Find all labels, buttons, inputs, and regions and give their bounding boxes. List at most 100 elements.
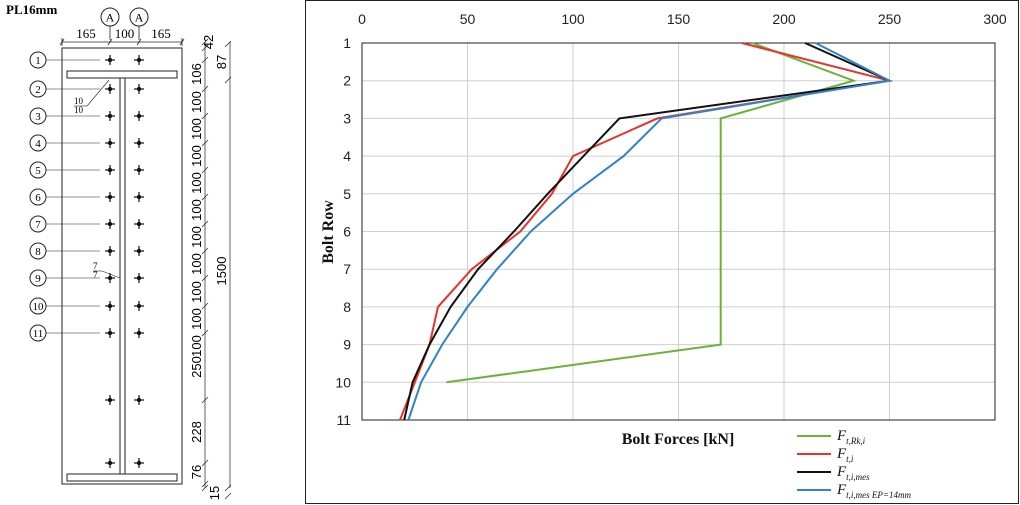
dim-tick xyxy=(201,85,209,93)
weld-note-web-top: 7 xyxy=(93,261,98,271)
bolt-row-label: 1 xyxy=(35,55,41,67)
dim-tick xyxy=(201,459,209,467)
bolt-row-tag: 5 xyxy=(29,161,100,179)
legend-item: Ft,Rk,i xyxy=(797,428,866,446)
x-tick-label: 200 xyxy=(772,11,796,27)
y-tick-label: 2 xyxy=(343,73,351,89)
bolt-left xyxy=(105,138,115,148)
bolt-right xyxy=(134,301,144,311)
dim-overall: 1500 xyxy=(214,257,229,286)
dim-vertical-label: 100 xyxy=(189,281,204,303)
dim-vertical-label: 76 xyxy=(189,465,204,479)
series-line-3 xyxy=(403,42,894,421)
dim-vertical-label: 100 xyxy=(189,118,204,140)
series-line-1 xyxy=(446,42,857,384)
y-tick-label: 11 xyxy=(336,412,351,428)
x-tick-label: 50 xyxy=(460,11,476,27)
bolt-right xyxy=(134,111,144,121)
legend-item: Ft,i xyxy=(797,446,854,464)
dim-vertical-label: 100 xyxy=(189,308,204,330)
bolt-right xyxy=(134,138,144,148)
y-tick-label: 3 xyxy=(343,110,351,126)
connection-drawing: PL16mm A A 165 100 165 10 10 7 xyxy=(6,2,232,500)
bolt-right xyxy=(134,328,144,338)
weld-note-flange-bottom: 10 xyxy=(74,105,84,115)
dim-vertical-label: 100 xyxy=(189,335,204,357)
bolt-row-tag: 7 xyxy=(29,215,100,233)
dim-tick xyxy=(201,220,209,228)
legend-item: Ft,i,mes xyxy=(797,464,870,482)
dim-vertical-label: 100 xyxy=(189,253,204,275)
x-tick-labels: 0 50 100 150 200 250 300 xyxy=(358,11,1007,27)
bolt-right xyxy=(134,84,144,94)
dim-tick xyxy=(224,492,232,500)
dim-tick xyxy=(201,484,209,492)
x-tick-label: 250 xyxy=(878,11,902,27)
dim-tick xyxy=(201,38,209,46)
y-tick-label: 4 xyxy=(343,148,351,164)
bolt-row-tag: 11 xyxy=(29,324,100,342)
bolt-row-tag: 8 xyxy=(29,242,100,260)
dim-tick xyxy=(224,76,232,84)
legend-label: Ft,Rk,i xyxy=(836,428,866,446)
dim-vertical-label: 87 xyxy=(214,55,229,69)
legend-label: Ft,i xyxy=(836,446,854,464)
x-tick-label: 300 xyxy=(983,11,1007,27)
dim-tick xyxy=(224,40,232,48)
weld-note-web-bottom: 7 xyxy=(93,270,98,280)
bolt-row-tag: 1 xyxy=(29,51,100,69)
x-tick-label: 150 xyxy=(667,11,691,27)
dim-tick xyxy=(201,44,209,52)
y-axis-label: Bolt Row xyxy=(320,200,337,264)
y-tick-label: 5 xyxy=(343,186,351,202)
end-plate xyxy=(61,47,183,485)
bolt-left xyxy=(105,301,115,311)
weld-note-flange-top: 10 xyxy=(74,96,84,106)
y-tick-label: 7 xyxy=(343,261,351,277)
bolt-left xyxy=(105,84,115,94)
bolt-right xyxy=(134,192,144,202)
dim-tick xyxy=(201,139,209,147)
bolt-row-label: 11 xyxy=(33,328,44,340)
bolt-row-label: 8 xyxy=(35,246,41,258)
dim-vertical-label: 100 xyxy=(189,226,204,248)
legend-label: Ft,i,mes EP=14mm xyxy=(836,482,911,500)
bolt-left xyxy=(105,246,115,256)
dim-vertical-label: 100 xyxy=(189,199,204,221)
x-tick-label: 100 xyxy=(561,11,585,27)
axis-marker-left-label: A xyxy=(106,11,115,25)
y-tick-label: 1 xyxy=(343,35,351,51)
bolt-left xyxy=(105,165,115,175)
bolt-left xyxy=(105,328,115,338)
bolt-left xyxy=(105,219,115,229)
bolt-left xyxy=(105,395,115,405)
bolt-row-tag: 3 xyxy=(29,107,100,125)
dim-tick xyxy=(201,302,209,310)
dim-tick xyxy=(201,480,209,488)
plot-area xyxy=(361,42,996,421)
x-axis-label: Bolt Forces [kN] xyxy=(622,431,735,448)
bolt-right xyxy=(134,273,144,283)
dim-vertical-label: 250 xyxy=(189,356,204,378)
dim-tick xyxy=(201,193,209,201)
top-dimension: 165 100 165 xyxy=(59,26,185,46)
bolt-row-tag: 4 xyxy=(29,134,100,152)
bolt-right xyxy=(134,246,144,256)
bolt-force-chart: 0 50 100 150 200 250 300 1 2 3 4 5 6 7 8 9 10 11 Bolt Ro… xyxy=(305,0,1019,504)
bolt-left xyxy=(105,111,115,121)
axis-marker-right-label: A xyxy=(135,11,144,25)
dim-tick xyxy=(201,166,209,174)
series-line-4 xyxy=(407,42,893,421)
dim-vertical-label: 100 xyxy=(189,172,204,194)
chart-frame xyxy=(305,0,1019,504)
bolt-right xyxy=(134,219,144,229)
axis-marker-right: A xyxy=(129,7,149,27)
weld-note-flange: 10 10 xyxy=(74,79,110,115)
bolt-right xyxy=(134,165,144,175)
y-tick-label: 10 xyxy=(335,374,351,390)
dim-vertical-label: 100 xyxy=(189,145,204,167)
dim-vertical-label: 100 xyxy=(189,91,204,113)
legend-label: Ft,i,mes xyxy=(836,464,870,482)
bolt-right xyxy=(134,395,144,405)
